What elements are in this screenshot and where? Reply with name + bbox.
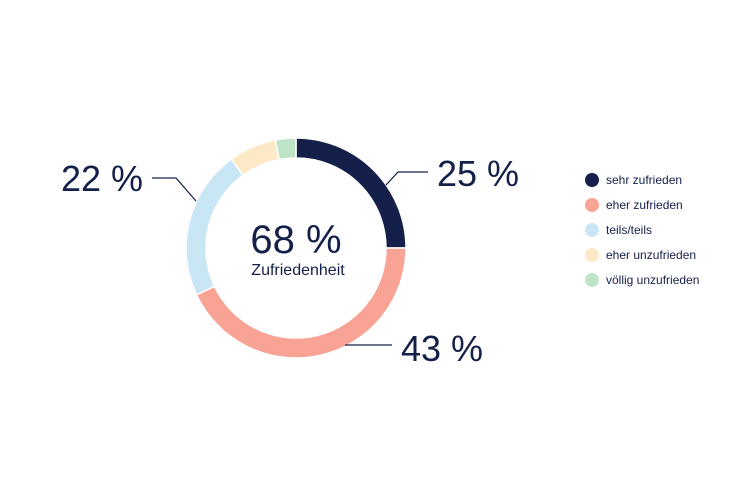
legend-swatch bbox=[585, 248, 599, 262]
legend-label: teils/teils bbox=[606, 223, 652, 237]
legend-label: sehr zufrieden bbox=[606, 173, 682, 187]
slice-teils-teils bbox=[185, 157, 245, 296]
legend-swatch bbox=[585, 223, 599, 237]
legend-swatch bbox=[585, 173, 599, 187]
legend-swatch bbox=[585, 273, 599, 287]
center-label: Zufriedenheit bbox=[251, 262, 345, 279]
legend-label: eher zufrieden bbox=[606, 198, 683, 212]
legend-swatch bbox=[585, 198, 599, 212]
slice-value-label: 43 % bbox=[401, 328, 483, 369]
callout-line bbox=[385, 171, 428, 186]
donut-slices bbox=[185, 137, 407, 359]
slice-völlig-unzufrieden bbox=[274, 137, 297, 161]
slice-value-label: 25 % bbox=[437, 153, 519, 194]
center-value: 68 % bbox=[250, 218, 341, 262]
legend-label: völlig unzufrieden bbox=[606, 273, 699, 287]
slice-callouts: 25 % 43 % 22 % bbox=[61, 153, 519, 369]
legend: sehr zufrieden eher zufrieden teils/teils e… bbox=[585, 173, 699, 287]
legend-label: eher unzufrieden bbox=[606, 248, 696, 262]
callout-line bbox=[152, 177, 197, 202]
slice-value-label: 22 % bbox=[61, 158, 143, 199]
slice-eher-unzufrieden bbox=[230, 139, 281, 177]
